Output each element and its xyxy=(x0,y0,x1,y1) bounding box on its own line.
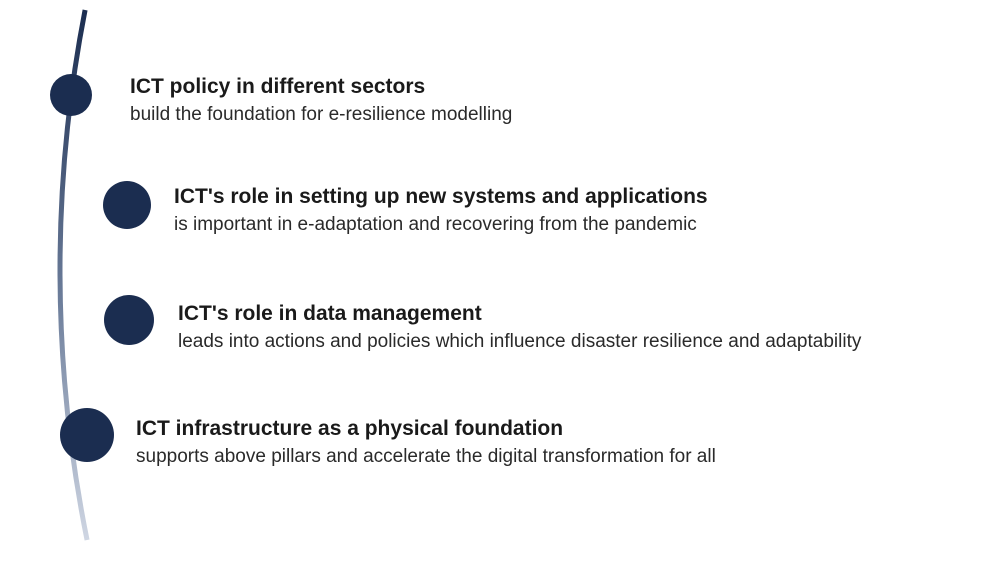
item-sub: supports above pillars and accelerate th… xyxy=(136,445,716,469)
item-title: ICT policy in different sectors xyxy=(130,74,512,100)
node-dot-4 xyxy=(60,408,114,462)
item-title: ICT infrastructure as a physical foundat… xyxy=(136,416,716,442)
node-dot-1 xyxy=(50,74,92,116)
item-title: ICT's role in data management xyxy=(178,301,861,327)
item-title: ICT's role in setting up new systems and… xyxy=(174,184,708,210)
list-item: ICT infrastructure as a physical foundat… xyxy=(136,416,716,469)
list-item: ICT's role in data management leads into… xyxy=(178,301,861,354)
item-sub: is important in e-adaptation and recover… xyxy=(174,213,708,237)
node-dot-3 xyxy=(104,295,154,345)
list-item: ICT policy in different sectors build th… xyxy=(130,74,512,127)
node-dot-2 xyxy=(103,181,151,229)
list-item: ICT's role in setting up new systems and… xyxy=(174,184,708,237)
item-sub: leads into actions and policies which in… xyxy=(178,330,861,354)
item-sub: build the foundation for e-resilience mo… xyxy=(130,103,512,127)
